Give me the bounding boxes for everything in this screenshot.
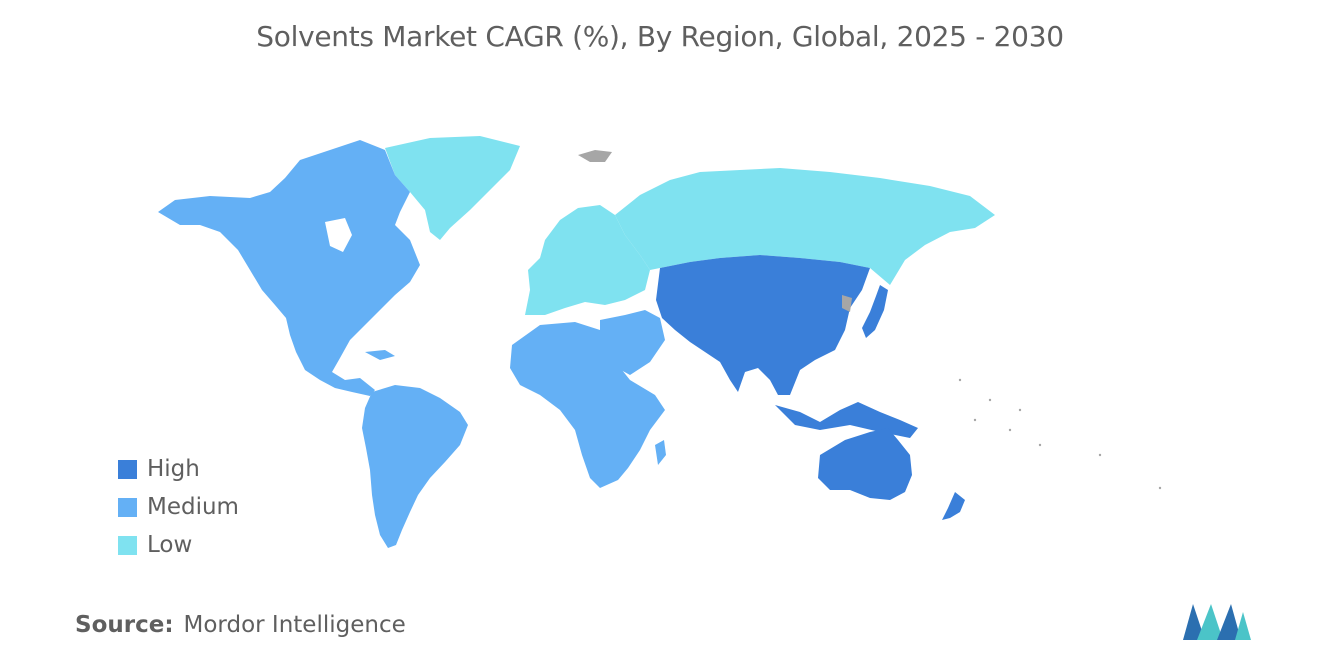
region-europe[interactable] bbox=[525, 205, 650, 315]
region-japan[interactable] bbox=[862, 285, 888, 338]
region-greenland[interactable] bbox=[385, 136, 520, 240]
legend-label-low: Low bbox=[147, 532, 193, 558]
region-svalbard bbox=[578, 150, 612, 162]
legend-label-high: High bbox=[147, 456, 200, 482]
region-africa[interactable] bbox=[510, 322, 665, 488]
legend-swatch-medium bbox=[118, 497, 137, 517]
source-label: Source: bbox=[75, 612, 174, 638]
mordor-intelligence-logo-icon bbox=[1183, 604, 1251, 645]
legend-swatch-high bbox=[118, 459, 137, 479]
region-russia[interactable] bbox=[615, 168, 995, 285]
region-southeast-asia[interactable] bbox=[775, 402, 918, 438]
region-new-zealand[interactable] bbox=[942, 492, 965, 520]
legend-label-medium: Medium bbox=[147, 494, 239, 520]
legend-swatch-low bbox=[118, 535, 137, 555]
map-legend: High Medium Low bbox=[118, 450, 239, 564]
region-australia[interactable] bbox=[818, 428, 912, 500]
source-value: Mordor Intelligence bbox=[183, 612, 406, 638]
legend-item-medium: Medium bbox=[118, 488, 239, 526]
chart-title: Solvents Market CAGR (%), By Region, Glo… bbox=[256, 20, 1064, 53]
source-line: Source: Mordor Intelligence bbox=[75, 612, 406, 638]
region-north-america[interactable] bbox=[158, 140, 420, 396]
pacific-islands bbox=[958, 378, 1162, 490]
region-madagascar bbox=[655, 440, 666, 465]
legend-item-low: Low bbox=[118, 526, 239, 564]
region-korea bbox=[842, 295, 852, 312]
region-south-america[interactable] bbox=[362, 385, 468, 548]
region-asia-pacific[interactable] bbox=[656, 255, 870, 395]
legend-item-high: High bbox=[118, 450, 239, 488]
region-middle-east[interactable] bbox=[600, 310, 665, 375]
region-caribbean bbox=[365, 350, 395, 360]
